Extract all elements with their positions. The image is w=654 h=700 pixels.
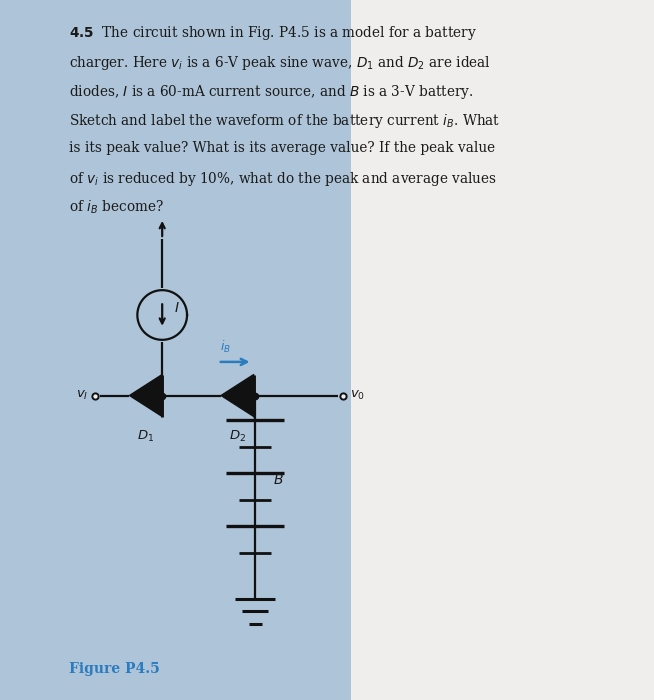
Text: $D_1$: $D_1$ <box>137 429 154 444</box>
Text: $v_I$: $v_I$ <box>76 389 88 402</box>
Polygon shape <box>129 374 162 416</box>
Text: of $i_B$ become?: of $i_B$ become? <box>69 199 164 216</box>
Text: $B$: $B$ <box>273 473 284 486</box>
Text: $\mathbf{4.5}$  The circuit shown in Fig. P4.5 is a model for a battery: $\mathbf{4.5}$ The circuit shown in Fig.… <box>69 25 477 43</box>
Text: $I$: $I$ <box>174 301 180 315</box>
Text: diodes, $I$ is a 60-mA current source, and $B$ is a 3-V battery.: diodes, $I$ is a 60-mA current source, a… <box>69 83 473 101</box>
Polygon shape <box>221 374 254 416</box>
Text: $v_0$: $v_0$ <box>350 389 365 402</box>
Text: $D_2$: $D_2$ <box>229 429 246 444</box>
Text: of $v_i$ is reduced by 10%, what do the peak and average values: of $v_i$ is reduced by 10%, what do the … <box>69 170 496 188</box>
Text: is its peak value? What is its average value? If the peak value: is its peak value? What is its average v… <box>69 141 495 155</box>
Text: charger. Here $v_i$ is a 6-V peak sine wave, $D_1$ and $D_2$ are ideal: charger. Here $v_i$ is a 6-V peak sine w… <box>69 53 490 71</box>
Text: $i_B$: $i_B$ <box>220 339 231 355</box>
Text: Sketch and label the waveform of the battery current $i_B$. What: Sketch and label the waveform of the bat… <box>69 111 500 130</box>
Text: Figure P4.5: Figure P4.5 <box>69 662 160 676</box>
